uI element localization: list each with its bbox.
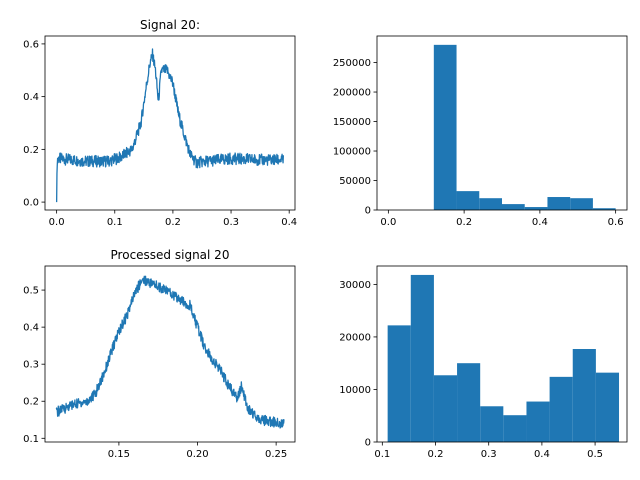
histogram-bar: [549, 376, 573, 442]
processed-signal-line-panel: 0.15 0.20 0.25 0.1 0.2 0.3 0.4 0.5 Processed sig…: [23, 248, 296, 460]
x-tick-label: 0.4: [534, 449, 550, 460]
signal-line-panel: 0.0 0.1 0.2 0.3 0.4 0.0 0.2 0.4 0.6 Signal 20:: [23, 18, 297, 228]
y-tick-label: 0.3: [23, 360, 39, 371]
histogram-bar: [503, 415, 527, 442]
histogram-bar: [595, 372, 620, 442]
axes-frame: [44, 265, 296, 443]
histogram-bar: [480, 406, 504, 442]
histogram-bar: [526, 401, 550, 442]
x-tick-label: 0.1: [374, 449, 390, 460]
histogram-bar: [457, 363, 481, 442]
histogram-bar: [502, 204, 525, 210]
x-tick-label: 0.1: [107, 217, 123, 228]
y-tick-label: 20000: [339, 332, 371, 343]
histogram-bar: [433, 44, 457, 210]
signal-line-title: Signal 20:: [140, 18, 200, 32]
x-tick-label: 0.4: [281, 217, 297, 228]
y-tick-label: 0: [365, 206, 371, 217]
histogram-bar: [433, 375, 458, 442]
x-tick-label: 0.5: [587, 449, 603, 460]
histogram-bar: [456, 191, 480, 210]
y-tick-label: 100000: [333, 147, 371, 158]
axes-frame: [376, 265, 628, 443]
y-tick-label: 0.6: [23, 39, 39, 50]
x-tick-label: 0.25: [265, 449, 287, 460]
axes-frame: [44, 35, 296, 211]
x-tick-label: 0.0: [380, 217, 396, 228]
histogram-bar: [524, 207, 548, 210]
y-tick-label: 0.2: [23, 145, 39, 156]
x-tick-label: 0.3: [481, 449, 497, 460]
y-tick-label: 0.4: [23, 323, 39, 334]
histogram-bar: [570, 198, 593, 210]
histogram-bar: [547, 197, 571, 210]
x-tick-label: 0.15: [108, 449, 130, 460]
histogram-bar: [387, 325, 411, 442]
y-tick-label: 0.2: [23, 397, 39, 408]
histogram-bar: [479, 198, 502, 210]
y-tick-label: 0.4: [23, 92, 39, 103]
x-tick-label: 0.4: [532, 217, 548, 228]
signal-histogram-panel: 0.0 0.2 0.4 0.6 0 50000 100000 150000 200000 2500…: [333, 35, 628, 228]
y-tick-label: 0.5: [23, 286, 39, 297]
processed-signal-histogram-panel: 0.1 0.2 0.3 0.4 0.5 0 10000 20000 30000: [339, 265, 628, 460]
x-tick-label: 0.2: [428, 449, 444, 460]
x-tick-label: 0.6: [608, 217, 624, 228]
histogram-bar: [592, 208, 616, 210]
x-tick-label: 0.0: [49, 217, 65, 228]
processed-signal-title: Processed signal 20: [111, 248, 230, 262]
y-tick-label: 150000: [333, 117, 371, 128]
y-tick-label: 50000: [339, 176, 371, 187]
y-tick-label: 0: [365, 438, 371, 449]
axes-frame: [376, 35, 628, 211]
x-tick-label: 0.2: [456, 217, 472, 228]
y-tick-label: 250000: [333, 58, 371, 69]
series-line: [55, 48, 285, 203]
series-line: [55, 275, 285, 429]
x-tick-label: 0.20: [186, 449, 208, 460]
y-tick-label: 30000: [339, 280, 371, 291]
y-tick-label: 10000: [339, 385, 371, 396]
y-tick-label: 200000: [333, 88, 371, 99]
x-tick-label: 0.2: [165, 217, 181, 228]
y-tick-label: 0.0: [23, 198, 39, 209]
y-tick-label: 0.1: [23, 434, 39, 445]
histogram-bar: [572, 349, 596, 442]
x-tick-label: 0.3: [223, 217, 239, 228]
histogram-bar: [410, 274, 434, 442]
